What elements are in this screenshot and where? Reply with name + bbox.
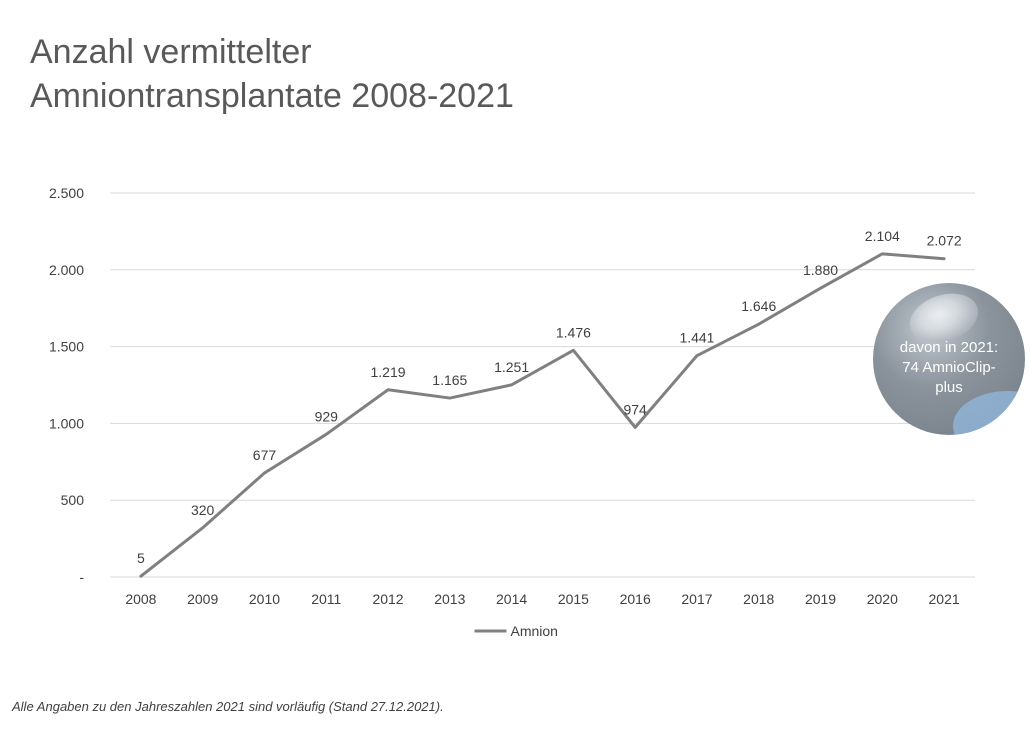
title-line-1: Anzahl vermittelter bbox=[30, 33, 312, 71]
y-tick-label: 2.000 bbox=[49, 262, 84, 278]
x-tick-label: 2012 bbox=[372, 591, 403, 607]
x-tick-label: 2015 bbox=[558, 591, 589, 607]
gridlines bbox=[110, 192, 975, 578]
series-amnion bbox=[139, 252, 946, 578]
y-tick-label: 1.000 bbox=[49, 415, 84, 431]
x-tick-label: 2008 bbox=[125, 591, 156, 607]
y-axis-tick-labels: - 500 1.000 1.500 2.000 2.500 bbox=[49, 185, 84, 585]
x-tick-label: 2013 bbox=[434, 591, 465, 607]
data-label: 974 bbox=[623, 401, 647, 417]
data-label: 320 bbox=[191, 502, 215, 518]
x-tick-label: 2014 bbox=[496, 591, 527, 607]
series-line bbox=[139, 252, 946, 578]
data-label: 5 bbox=[137, 550, 145, 566]
y-tick-label: - bbox=[79, 569, 84, 585]
x-tick-label: 2011 bbox=[311, 591, 341, 607]
data-label: 1.251 bbox=[494, 359, 529, 375]
data-label: 677 bbox=[253, 447, 277, 463]
x-tick-label: 2017 bbox=[681, 591, 712, 607]
data-label: 1.441 bbox=[679, 330, 714, 346]
x-tick-label: 2021 bbox=[929, 591, 960, 607]
badge-line-2: 74 AmnioClip- bbox=[902, 359, 996, 376]
y-tick-label: 2.500 bbox=[49, 185, 84, 201]
badge-text: davon in 2021: 74 AmnioClip- plus bbox=[873, 338, 1025, 398]
data-label: 1.219 bbox=[371, 364, 406, 380]
x-tick-label: 2010 bbox=[249, 591, 280, 607]
data-label: 1.165 bbox=[432, 372, 467, 388]
amnioclip-badge: davon in 2021: 74 AmnioClip- plus bbox=[873, 283, 1025, 435]
data-label: 2.104 bbox=[865, 228, 900, 244]
badge-line-1: davon in 2021: bbox=[899, 339, 999, 356]
x-tick-label: 2016 bbox=[620, 591, 651, 607]
data-label: 1.646 bbox=[741, 298, 776, 314]
y-tick-label: 1.500 bbox=[49, 339, 84, 355]
data-label: 1.476 bbox=[556, 324, 591, 340]
x-tick-label: 2009 bbox=[187, 591, 218, 607]
badge-line-3: plus bbox=[935, 379, 963, 396]
legend-label: Amnion bbox=[511, 623, 558, 639]
x-tick-label: 2020 bbox=[867, 591, 898, 607]
data-label: 929 bbox=[315, 408, 339, 424]
x-tick-label: 2018 bbox=[743, 591, 774, 607]
data-label: 2.072 bbox=[927, 233, 962, 249]
y-tick-label: 500 bbox=[61, 492, 85, 508]
data-label: 1.880 bbox=[803, 262, 838, 278]
footnote: Alle Angaben zu den Jahreszahlen 2021 si… bbox=[12, 699, 444, 714]
x-tick-label: 2019 bbox=[805, 591, 836, 607]
legend: Amnion bbox=[474, 623, 558, 639]
title-line-2: Amniontransplantate 2008-2021 bbox=[30, 77, 514, 115]
page-title: Anzahl vermittelter Amniontransplantate … bbox=[30, 30, 730, 118]
x-axis-tick-labels: 2008 2009 2010 2011 2012 2013 2014 2015 2016 2017… bbox=[125, 591, 960, 607]
data-labels: 5 320 677 929 1.219 1.165 1.251 1.476 974 1.441 1.… bbox=[137, 228, 962, 566]
